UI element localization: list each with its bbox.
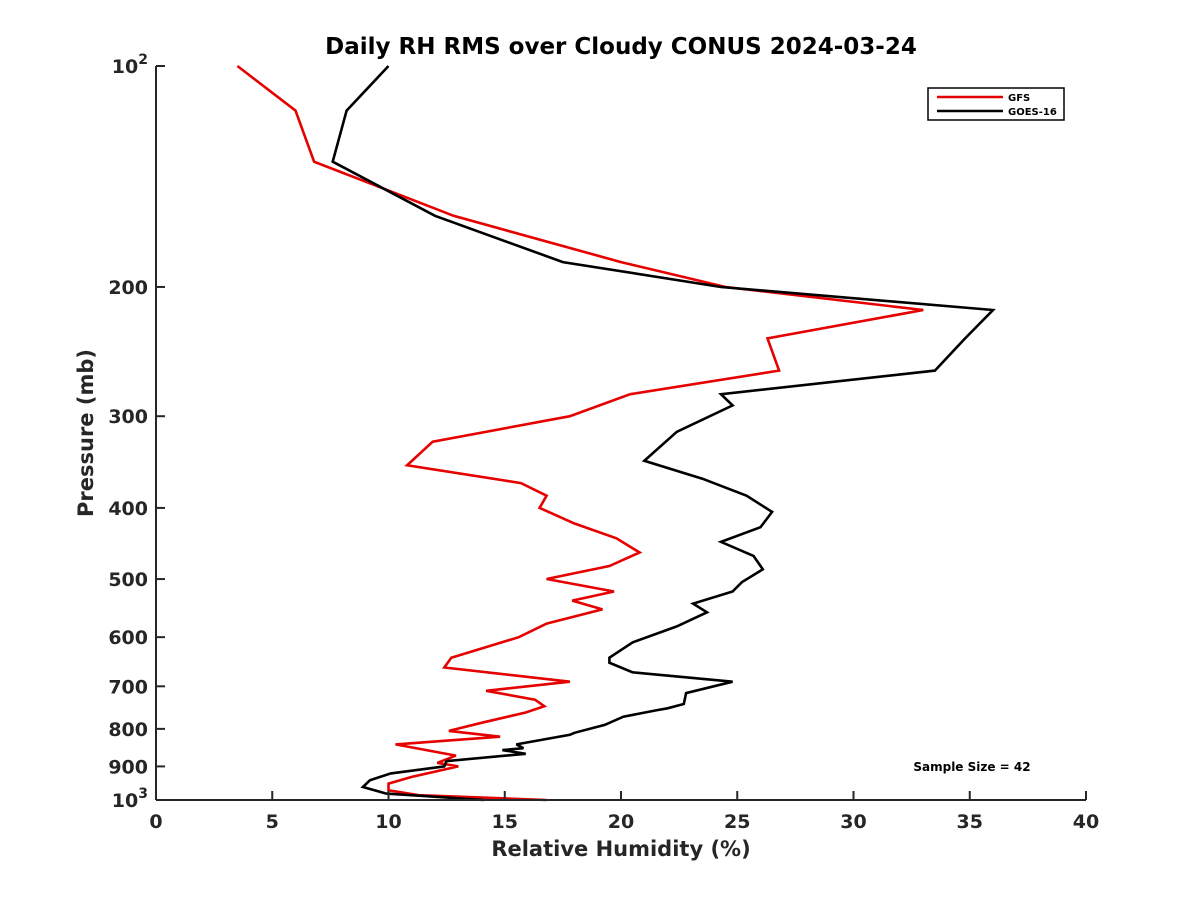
y-tick-label: 700 — [108, 676, 148, 698]
legend-label-goes16: GOES-16 — [1008, 107, 1057, 118]
y-tick-label: 200 — [108, 277, 148, 299]
x-ticks: 0 5 10 15 20 25 30 35 40 — [149, 791, 1099, 833]
x-tick-label: 15 — [492, 811, 518, 833]
x-tick-label: 5 — [266, 811, 279, 833]
series-line-gfs — [236, 64, 924, 802]
y-tick-label: 600 — [108, 627, 148, 649]
chart-title: Daily RH RMS over Cloudy CONUS 2024-03-2… — [325, 34, 917, 60]
y-tick-label: 102 — [112, 52, 148, 78]
x-tick-label: 35 — [957, 811, 983, 833]
series-line-goes16 — [331, 65, 996, 802]
x-tick-label: 20 — [608, 811, 634, 833]
y-tick-label: 500 — [108, 569, 148, 591]
legend-box — [927, 87, 1065, 121]
y-tick-label: 800 — [108, 719, 148, 741]
x-tick-label: 25 — [724, 811, 750, 833]
y-tick-label: 300 — [108, 406, 148, 428]
legend: GFS GOES-16 — [927, 87, 1065, 121]
x-tick-label: 10 — [375, 811, 401, 833]
y-tick-label: 400 — [108, 498, 148, 520]
x-axis-label: Relative Humidity (%) — [491, 837, 750, 861]
y-ticks: 102 200 300 400 500 600 700 800 900 103 — [108, 52, 165, 812]
y-tick-label: 900 — [108, 756, 148, 778]
sample-size-annotation: Sample Size = 42 — [913, 760, 1030, 774]
y-axis-label: Pressure (mb) — [74, 349, 98, 517]
series-layer — [236, 64, 996, 802]
x-tick-label: 30 — [840, 811, 866, 833]
y-tick-label: 103 — [112, 786, 148, 812]
x-tick-label: 0 — [149, 811, 162, 833]
legend-label-gfs: GFS — [1008, 93, 1030, 104]
x-tick-label: 40 — [1073, 811, 1099, 833]
